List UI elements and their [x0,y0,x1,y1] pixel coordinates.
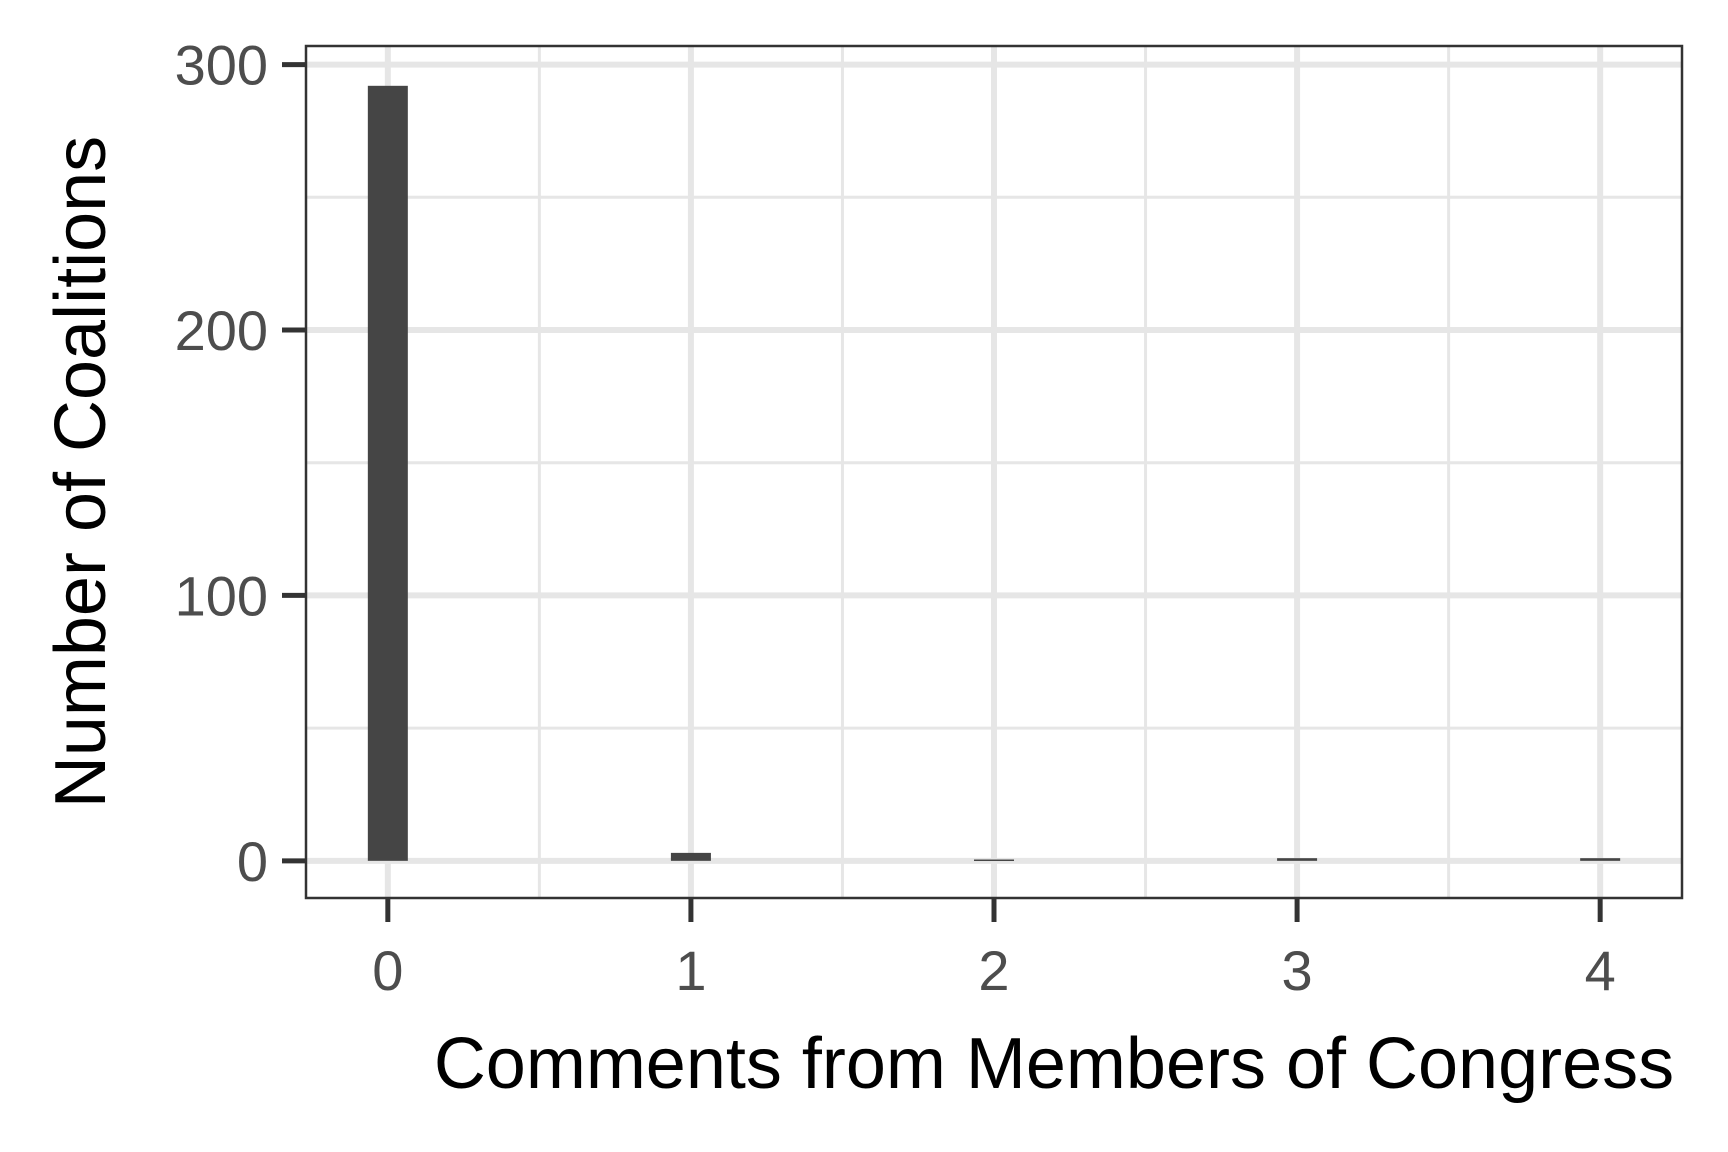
x-axis-title: Comments from Members of Congress [434,1024,1674,1104]
major-gridlines [306,46,1682,898]
bar-0 [367,85,408,861]
bar-1 [670,852,711,861]
bar-4 [1580,858,1621,861]
bar-2 [974,859,1014,862]
x-axis: 0 1 2 3 4 [372,898,1616,1002]
y-axis: 0 100 200 300 [175,34,306,893]
y-tick-label: 0 [237,830,268,893]
y-axis-title: Number of Coalitions [41,136,121,808]
x-tick-label: 2 [978,939,1009,1002]
x-tick-label: 0 [372,939,403,1002]
bar-3 [1277,858,1318,861]
y-tick-label: 300 [175,34,268,97]
y-tick-label: 100 [175,564,268,627]
bars [367,85,1621,862]
y-tick-label: 200 [175,299,268,362]
x-tick-label: 3 [1282,939,1313,1002]
x-tick-label: 4 [1585,939,1616,1002]
x-tick-label: 1 [675,939,706,1002]
